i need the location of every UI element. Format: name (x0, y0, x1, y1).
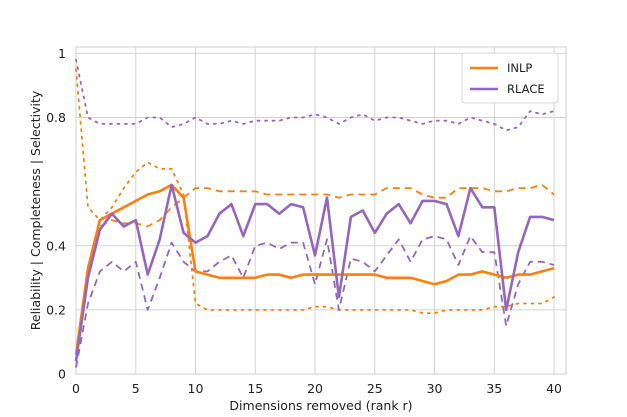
series-line-inlp-dashed (75, 183, 555, 368)
series-layer (74, 58, 555, 368)
legend-label: INLP (507, 61, 532, 75)
x-tick-label: 35 (486, 381, 502, 396)
x-tick-label: 20 (307, 381, 323, 396)
x-tick-label: 5 (132, 381, 140, 396)
x-tick-label: 10 (188, 381, 204, 396)
x-axis-label: Dimensions removed (rank r) (229, 398, 412, 413)
legend: INLP RLACE (461, 52, 559, 104)
plot-frame (75, 46, 567, 375)
x-tick-label: 0 (72, 381, 80, 396)
x-tick-label: 40 (546, 381, 562, 396)
x-tick-label: 25 (367, 381, 383, 396)
y-axis-ticks: 0 0.2 0.4 0.8 1 (46, 46, 66, 382)
y-axis-label: Reliability | Completeness | Selectivity (28, 90, 43, 330)
legend-box (461, 52, 559, 104)
series-line-inlp-solid (74, 183, 555, 355)
y-tick-label: 0.4 (46, 238, 66, 253)
x-tick-label: 15 (247, 381, 263, 396)
series-line-rlace-solid (74, 183, 555, 362)
series-line-rlace-dotted (75, 58, 555, 132)
y-tick-label: 0 (58, 367, 66, 382)
series-line-inlp-dotted (75, 68, 555, 315)
x-axis-ticks: 0 5 10 15 20 25 30 35 40 (72, 381, 562, 396)
y-tick-label: 0.2 (46, 302, 66, 317)
y-tick-label: 1 (58, 46, 66, 61)
y-tick-label: 0.8 (46, 110, 66, 125)
series-line-rlace-dashed (75, 235, 555, 368)
x-tick-label: 30 (427, 381, 443, 396)
legend-label: RLACE (507, 82, 545, 96)
